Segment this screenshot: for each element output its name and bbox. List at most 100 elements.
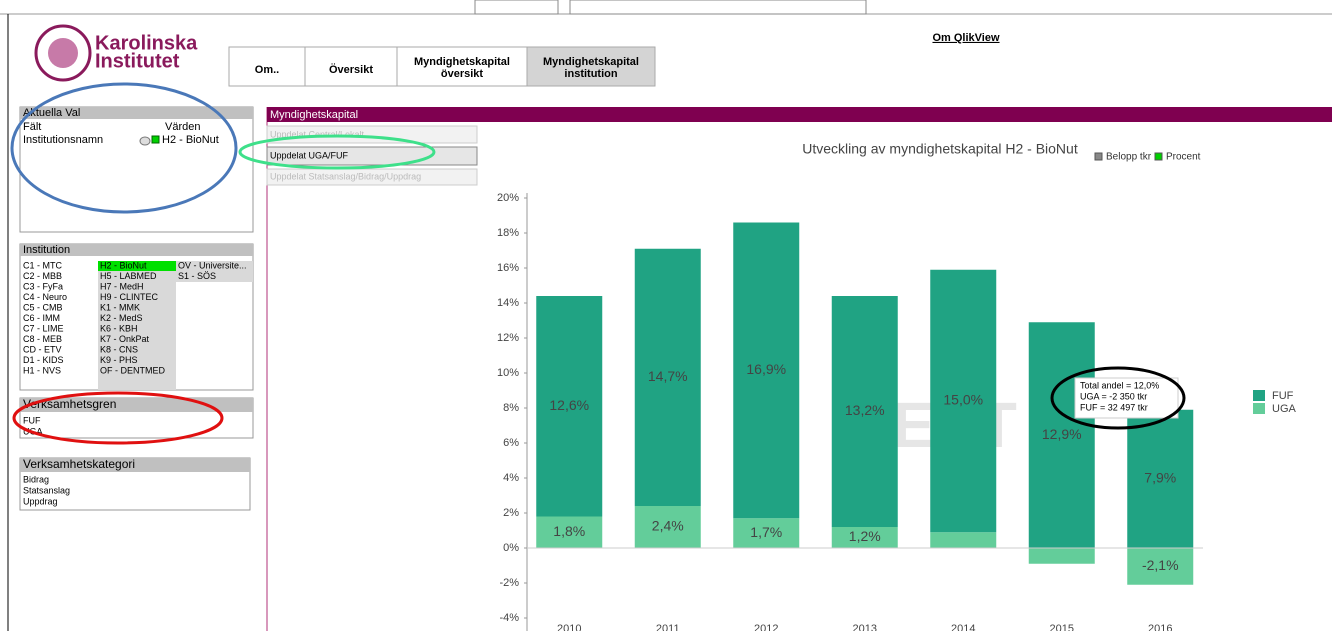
legend-swatch [1094,152,1103,161]
x-tick-label: 2014 [951,623,975,631]
list-item[interactable]: S1 - SÖS [178,271,216,281]
panel-header [20,107,253,119]
top-input[interactable] [474,0,559,15]
tab[interactable] [228,46,306,87]
list-item[interactable]: K8 - CNS [100,344,138,354]
data-label: 7,9% [1144,470,1176,486]
list-item[interactable]: K7 - OnkPat [100,334,150,344]
list-item[interactable]: C5 - CMB [23,302,63,312]
list-item[interactable]: C2 - MBB [23,271,62,281]
link[interactable]: Om QlikView [932,32,999,44]
tab[interactable] [396,46,528,87]
data-label: 12,9% [1042,426,1082,442]
list-item[interactable]: C7 - LIME [23,323,64,333]
x-tick-label: 2011 [656,623,680,631]
legend-swatch [1253,403,1265,414]
data-label: 1,7% [750,524,782,540]
list-item[interactable]: FUF [23,415,41,425]
y-tick-label: 18% [497,227,519,239]
data-label: 14,7% [648,368,688,384]
button-label: Uppdelat Central/Lokalt [270,129,365,139]
list-item[interactable]: C3 - FyFa [23,281,63,291]
bar-segment [930,269,997,533]
tab-label: institution [564,68,617,80]
list-item[interactable]: H5 - LABMED [100,271,157,281]
excluded-area [98,261,176,390]
y-tick-label: 10% [497,367,519,379]
annotation-ellipse [238,134,436,170]
sheet-title: Myndighetskapital [270,109,358,121]
legend-label: UGA [1272,403,1297,415]
list-item[interactable]: H1 - NVS [23,365,61,375]
lock-icon[interactable] [151,135,160,144]
selected-item [98,261,176,271]
x-tick-label: 2015 [1050,623,1074,631]
field-header: Fält [23,121,41,133]
tooltip-line: UGA = -2 350 tkr [1080,391,1147,401]
list-item[interactable]: Statsanslag [23,485,70,495]
tab[interactable] [526,46,656,87]
list-item[interactable]: H2 - BioNut [100,260,147,270]
bar-segment [536,296,603,517]
bar-segment [733,222,800,519]
list-item[interactable]: C1 - MTC [23,260,62,270]
x-tick-label: 2013 [853,623,877,631]
y-tick-label: -4% [499,612,519,624]
top-input[interactable] [569,0,867,15]
bar-segment [1028,322,1095,548]
legend-label: Belopp tkr [1106,152,1152,163]
list-item[interactable]: C6 - IMM [23,313,60,323]
tab-label: Myndighetskapital [414,56,510,68]
data-label: -2,1% [1142,557,1179,573]
bar-segment [1127,548,1194,585]
excluded-area [176,261,253,282]
list-item[interactable]: C4 - Neuro [23,292,67,302]
logo-text: Karolinska [95,32,198,54]
list-item[interactable]: H7 - MedH [100,281,144,291]
panel-title: Verksamhetskategori [23,457,135,471]
list-item[interactable]: K1 - MMK [100,302,140,312]
bar-segment [536,516,603,548]
bar-segment [634,248,701,506]
list-item[interactable]: Bidrag [23,474,49,484]
logo-seal [34,24,92,82]
legend-swatch [1154,152,1163,161]
clear-icon[interactable] [139,136,151,146]
y-tick-label: 12% [497,332,519,344]
bar-segment [930,532,997,548]
list-item[interactable]: D1 - KIDS [23,355,64,365]
panel-title: Aktuella Val [23,107,80,119]
button[interactable] [266,125,478,144]
annotation-ellipse [10,82,238,214]
chart-title: Utveckling av myndighetskapital H2 - Bio… [802,141,1078,157]
y-tick-label: 14% [497,297,519,309]
data-label: 15,0% [943,392,983,408]
data-label: 2,4% [652,518,684,534]
list-item[interactable]: OV - Universite... [178,260,247,270]
y-tick-label: -2% [499,577,519,589]
tooltip-line: FUF = 32 497 tkr [1080,402,1148,412]
logo-text: Institutet [95,50,180,72]
field-name: Institutionsnamn [23,134,103,146]
tab-label: Översikt [329,63,373,76]
list-item[interactable]: Uppdrag [23,496,58,506]
list-item[interactable]: OF - DENTMED [100,365,165,375]
list-item[interactable]: CD - ETV [23,344,62,354]
tab[interactable] [304,46,398,87]
bar-segment [831,296,898,527]
y-tick-label: 0% [503,542,519,554]
bar-segment [634,506,701,548]
list-item[interactable]: K9 - PHS [100,355,138,365]
list-item[interactable]: K2 - MedS [100,313,143,323]
list-item[interactable]: H9 - CLINTEC [100,292,159,302]
bar-segment [733,518,800,548]
bar-segment [1028,548,1095,564]
sheet-header [267,107,1332,122]
button[interactable] [266,168,478,186]
x-tick-label: 2012 [754,623,778,631]
list-item[interactable]: K6 - KBH [100,323,138,333]
data-label: 1,8% [553,523,585,539]
list-item[interactable]: C8 - MEB [23,334,62,344]
button-label: Uppdelat Statsanslag/Bidrag/Uppdrag [270,171,421,181]
